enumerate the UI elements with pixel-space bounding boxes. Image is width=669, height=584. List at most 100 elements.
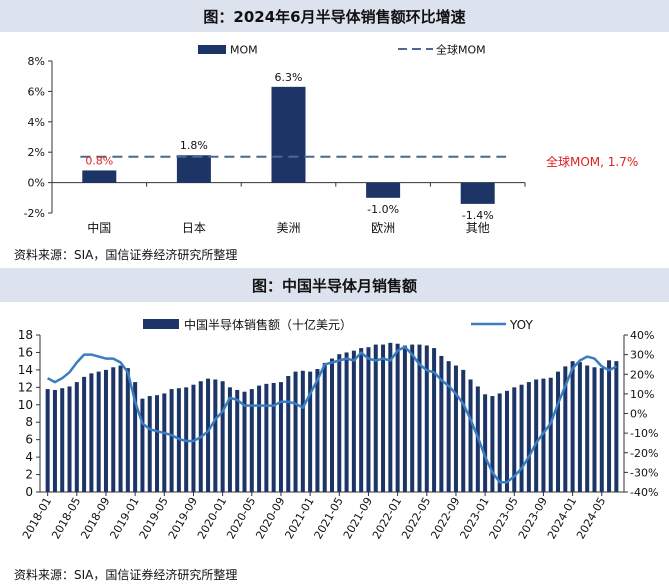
data-label: 1.8% bbox=[180, 139, 208, 152]
left-y-tick-label: 10 bbox=[18, 398, 33, 412]
sales-bar bbox=[322, 362, 327, 492]
y-tick-label: 2% bbox=[28, 146, 45, 159]
data-label: 0.8% bbox=[85, 154, 113, 167]
left-y-tick-label: 18 bbox=[18, 328, 33, 342]
sales-bar bbox=[308, 371, 313, 492]
legend-line-label: YOY bbox=[509, 318, 533, 332]
sales-bar bbox=[548, 377, 553, 492]
sales-bar bbox=[125, 368, 130, 492]
sales-bar bbox=[242, 391, 247, 492]
sales-bar bbox=[227, 387, 232, 492]
right-y-tick-label: 0% bbox=[630, 408, 647, 421]
bar bbox=[271, 86, 306, 183]
sales-bar bbox=[271, 382, 276, 492]
sales-bar bbox=[614, 361, 619, 492]
sales-bar bbox=[220, 381, 225, 492]
sales-bar bbox=[315, 369, 320, 492]
chart1-title: 图：2024年6月半导体销售额环比增速 bbox=[0, 0, 669, 32]
right-y-tick-label: -10% bbox=[630, 427, 658, 440]
sales-bar bbox=[74, 382, 79, 492]
sales-bar bbox=[155, 395, 160, 492]
sales-bar bbox=[570, 361, 575, 492]
x-tick-label: 美洲 bbox=[276, 221, 300, 235]
x-tick-label: 2024-05 bbox=[574, 495, 608, 541]
x-tick-label: 日本 bbox=[182, 221, 206, 235]
legend-bar-swatch bbox=[198, 45, 226, 54]
right-y-tick-label: 30% bbox=[630, 349, 654, 362]
sales-bar bbox=[264, 383, 269, 492]
sales-bar bbox=[439, 355, 444, 492]
y-tick-label: 8% bbox=[28, 55, 45, 68]
sales-bar bbox=[191, 384, 196, 492]
legend-bar-swatch bbox=[143, 319, 179, 329]
data-label: 6.3% bbox=[275, 71, 303, 84]
sales-bar bbox=[556, 371, 561, 492]
sales-bar bbox=[497, 393, 502, 492]
sales-bar bbox=[585, 365, 590, 492]
sales-bar bbox=[388, 342, 393, 492]
sales-bar bbox=[410, 344, 415, 492]
x-tick-label: 欧洲 bbox=[371, 221, 395, 235]
sales-bar bbox=[45, 389, 50, 492]
left-y-tick-label: 2 bbox=[25, 468, 33, 482]
sales-bar bbox=[519, 384, 524, 492]
sales-bar bbox=[329, 358, 335, 492]
sales-bar bbox=[169, 389, 174, 492]
sales-bar bbox=[278, 382, 283, 492]
sales-bar bbox=[563, 366, 568, 492]
left-y-tick-label: 14 bbox=[18, 363, 33, 377]
sales-bar bbox=[52, 389, 57, 492]
legend-bar-label: 中国半导体销售额（十亿美元） bbox=[184, 317, 352, 332]
right-y-tick-label: -40% bbox=[630, 486, 658, 499]
sales-bar bbox=[402, 345, 407, 492]
sales-bar bbox=[206, 378, 211, 492]
sales-bar bbox=[96, 371, 101, 492]
sales-bar bbox=[512, 387, 517, 492]
sales-bar bbox=[432, 348, 437, 492]
sales-bar bbox=[359, 348, 364, 492]
sales-bar bbox=[344, 352, 349, 492]
chart2-legend: 中国半导体销售额（十亿美元） YOY bbox=[143, 317, 533, 332]
sales-bar bbox=[526, 382, 531, 492]
sales-bar bbox=[235, 389, 240, 492]
sales-bar bbox=[118, 365, 123, 492]
left-y-tick-label: 12 bbox=[18, 380, 33, 394]
legend-line-label: 全球MOM bbox=[436, 43, 486, 57]
yoy-line bbox=[47, 345, 617, 484]
chart1-source: 资料来源：SIA，国信证券经济研究所整理 bbox=[14, 248, 238, 262]
y-tick-label: 4% bbox=[28, 116, 45, 129]
mom-bar-chart: MOM 全球MOM -2% 0% 2% 4% 6% 8% 中国 日本 美洲 欧洲 其他 0.8% 1.… bbox=[24, 43, 639, 236]
sales-bar bbox=[395, 343, 400, 492]
sales-bar bbox=[213, 379, 218, 492]
left-y-tick-label: 16 bbox=[18, 345, 33, 359]
sales-bar bbox=[286, 375, 291, 492]
left-y-tick-label: 6 bbox=[25, 433, 33, 447]
sales-bar bbox=[446, 361, 451, 492]
sales-bar bbox=[300, 370, 305, 492]
sales-bar bbox=[351, 350, 356, 492]
sales-bar bbox=[82, 376, 87, 492]
right-y-tick-label: 40% bbox=[630, 329, 654, 342]
sales-bar bbox=[534, 379, 539, 492]
legend-bar-label: MOM bbox=[230, 44, 258, 57]
sales-bar bbox=[490, 396, 495, 492]
sales-bar bbox=[293, 371, 298, 492]
data-label: -1.0% bbox=[367, 203, 399, 216]
bar bbox=[460, 182, 495, 204]
global-mom-annotation: 全球MOM, 1.7% bbox=[546, 154, 638, 169]
sales-bar bbox=[337, 354, 342, 492]
right-y-tick-label: -30% bbox=[630, 466, 658, 479]
y-tick-label: 6% bbox=[28, 85, 45, 98]
sales-bar bbox=[67, 386, 72, 492]
chart1-legend: MOM 全球MOM bbox=[198, 43, 486, 57]
sales-bar bbox=[60, 388, 65, 492]
sales-bar bbox=[103, 369, 108, 492]
bar bbox=[366, 182, 401, 198]
sales-bar bbox=[89, 373, 94, 492]
right-y-tick-label: 20% bbox=[630, 368, 654, 381]
sales-bar bbox=[424, 345, 429, 492]
sales-bar bbox=[483, 394, 488, 492]
sales-bar bbox=[504, 390, 509, 492]
sales-bar bbox=[453, 365, 458, 492]
data-label: -1.4% bbox=[462, 209, 494, 222]
